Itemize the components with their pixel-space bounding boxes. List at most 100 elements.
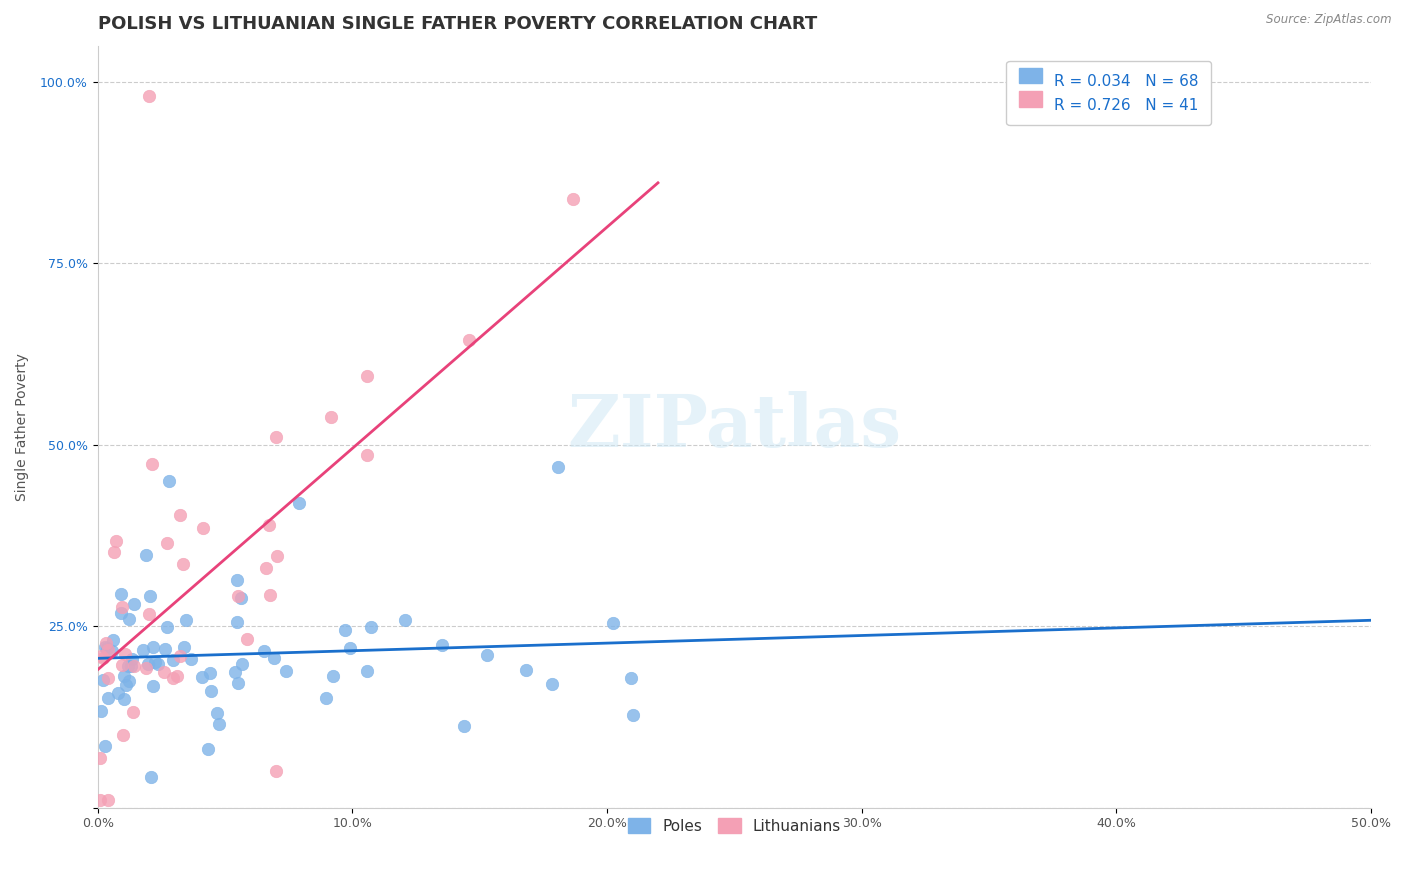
Point (180, 652, 202, 666)
Point (274, 664, 297, 678)
Point (266, 549, 288, 563)
Point (122, 597, 145, 611)
Point (253, 644, 276, 658)
Point (121, 651, 143, 665)
Point (602, 615, 624, 630)
Point (132, 642, 155, 657)
Point (91, 650, 114, 665)
Point (114, 647, 136, 661)
Point (90, 649, 112, 664)
Point (105, 534, 128, 549)
Point (477, 648, 499, 662)
Point (107, 686, 129, 700)
Point (156, 535, 179, 549)
Point (169, 648, 191, 663)
Point (97, 793, 120, 807)
Point (172, 558, 194, 572)
Point (136, 657, 159, 672)
Point (356, 368, 378, 383)
Point (139, 770, 162, 784)
Point (356, 448, 378, 462)
Text: POLISH VS LITHUANIAN SINGLE FATHER POVERTY CORRELATION CHART: POLISH VS LITHUANIAN SINGLE FATHER POVER… (97, 15, 817, 33)
Point (112, 669, 135, 683)
Point (162, 653, 184, 667)
Point (90, 704, 112, 718)
Point (135, 661, 157, 675)
Point (339, 641, 361, 656)
Point (91, 673, 114, 687)
Point (122, 705, 145, 719)
Point (200, 683, 222, 698)
Point (197, 742, 219, 756)
Point (207, 717, 229, 731)
Point (112, 692, 135, 706)
Point (264, 764, 287, 779)
Point (319, 410, 342, 425)
Point (146, 657, 169, 671)
Point (142, 640, 165, 654)
Point (226, 615, 249, 629)
Point (135, 549, 157, 563)
Point (153, 642, 176, 657)
Point (166, 668, 188, 682)
Point (176, 614, 198, 628)
Point (110, 587, 132, 601)
Point (356, 664, 378, 678)
Point (101, 644, 124, 658)
Point (142, 679, 165, 693)
Point (198, 665, 221, 680)
Text: ZIPatlas: ZIPatlas (567, 392, 901, 462)
Point (143, 656, 166, 670)
Point (138, 89, 160, 103)
Point (541, 677, 564, 691)
Point (207, 706, 229, 721)
Point (226, 676, 249, 690)
Point (141, 457, 163, 471)
Point (139, 589, 162, 603)
Point (97, 690, 120, 705)
Point (547, 459, 569, 474)
Point (430, 638, 453, 652)
Point (226, 590, 249, 604)
Point (458, 333, 481, 347)
Point (169, 508, 191, 523)
Point (94, 636, 117, 650)
Point (620, 671, 643, 685)
Point (224, 665, 246, 680)
Point (226, 574, 249, 588)
Point (94, 739, 117, 753)
Point (360, 620, 382, 634)
Point (621, 707, 644, 722)
Point (118, 612, 141, 626)
Point (394, 613, 416, 627)
Point (112, 728, 135, 742)
Point (562, 192, 585, 206)
Y-axis label: Single Father Poverty: Single Father Poverty (15, 352, 30, 500)
Point (259, 588, 281, 602)
Point (111, 658, 134, 673)
Point (254, 561, 277, 575)
Point (120, 658, 142, 673)
Point (263, 651, 285, 665)
Point (156, 620, 179, 634)
Point (315, 690, 337, 705)
Point (453, 719, 475, 733)
Point (335, 623, 357, 637)
Text: Source: ZipAtlas.com: Source: ZipAtlas.com (1267, 13, 1392, 27)
Point (94, 640, 117, 654)
Point (117, 658, 139, 673)
Point (288, 496, 311, 510)
Point (157, 474, 180, 488)
Point (110, 606, 132, 620)
Point (138, 607, 160, 622)
Point (191, 670, 214, 684)
Point (162, 671, 184, 685)
Point (191, 521, 214, 535)
Legend: Poles, Lithuanians: Poles, Lithuanians (616, 805, 853, 846)
Point (236, 632, 259, 646)
Point (89, 751, 111, 765)
Point (173, 640, 195, 654)
Point (264, 430, 287, 444)
Point (257, 518, 280, 533)
Point (115, 678, 138, 692)
